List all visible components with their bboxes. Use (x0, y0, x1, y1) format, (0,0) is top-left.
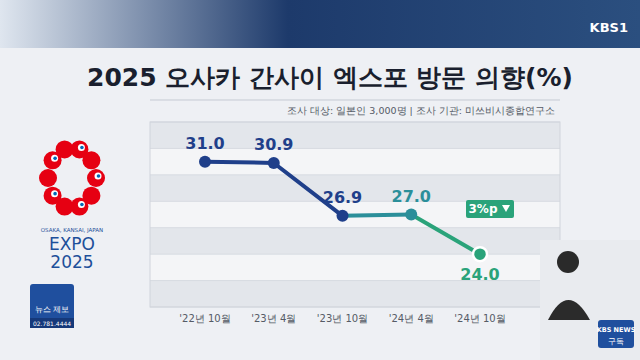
title-rule (150, 100, 560, 101)
line-segment (411, 215, 480, 255)
sub-logo: KBS NEWS (597, 326, 636, 334)
logo-pupil (53, 157, 57, 161)
data-label: 26.9 (323, 188, 362, 207)
grid-band (150, 281, 560, 307)
point (268, 157, 280, 169)
down-arrow (502, 205, 510, 212)
grid-band (150, 228, 560, 254)
grid-line (150, 254, 560, 255)
tip-phone-bg (30, 318, 74, 328)
logo-pupil (80, 146, 84, 150)
data-label: 31.0 (185, 134, 224, 153)
logo-cell (39, 169, 57, 187)
tip-box (30, 284, 74, 328)
logo-pupil (97, 174, 101, 178)
interpreter-head (557, 251, 579, 273)
background (0, 48, 640, 360)
header-band (0, 0, 640, 48)
point (199, 156, 211, 168)
sub-box (598, 320, 634, 348)
logo-eye (78, 201, 85, 208)
logo-eye (78, 144, 85, 151)
data-label: 24.0 (460, 265, 499, 284)
change-badge (466, 200, 514, 218)
chart: 2025 오사카 간사이 엑스포 방문 의향(%) 조사 대상: 일본인 3,00… (0, 0, 640, 360)
data-group (199, 156, 487, 262)
logo-pupil (53, 192, 57, 196)
interpreter-panel (540, 240, 640, 360)
logo-pupil (80, 203, 84, 207)
logo-year: 2025 (50, 252, 93, 272)
tip-phone: 02.781.4444 (33, 320, 71, 327)
data-label: 27.0 (392, 187, 431, 206)
logo-eye (51, 190, 58, 197)
x-tick-label: '24년 10월 (454, 313, 505, 324)
logo-eye (51, 155, 58, 162)
subtitle: 조사 대상: 일본인 3,000명 | 조사 기관: 미쓰비시종합연구소 (287, 105, 555, 116)
x-tick-label: '23년 4월 (251, 313, 296, 324)
logo-cell (87, 169, 105, 187)
logo-eye (95, 173, 102, 180)
grid-line (150, 227, 560, 228)
x-tick-label: '24년 4월 (389, 313, 434, 324)
sub-label: 구독 (608, 337, 624, 346)
title: 2025 오사카 간사이 엑스포 방문 의향(%) (87, 63, 573, 92)
point (473, 247, 487, 261)
line-segment (205, 162, 274, 163)
logo-cell (82, 151, 100, 169)
logo-caption: OSAKA, KANSAI, JAPAN (41, 227, 103, 234)
plot-area (150, 122, 560, 307)
logo-expo: EXPO (49, 234, 95, 254)
x-tick-label: '23년 10월 (317, 313, 368, 324)
tip-label: 뉴스 제보 (35, 305, 70, 314)
line-segment (343, 215, 412, 216)
logo-cell (44, 187, 62, 205)
grid-line (150, 174, 560, 175)
channel-logo: KBS1 (590, 20, 628, 35)
data-label: 30.9 (254, 135, 293, 154)
point (405, 209, 417, 221)
point (337, 210, 349, 222)
interpreter-body (548, 300, 590, 320)
change-label: 3%p (469, 202, 498, 216)
x-tick-label: '22년 10월 (179, 313, 230, 324)
plot-frame (150, 122, 560, 307)
